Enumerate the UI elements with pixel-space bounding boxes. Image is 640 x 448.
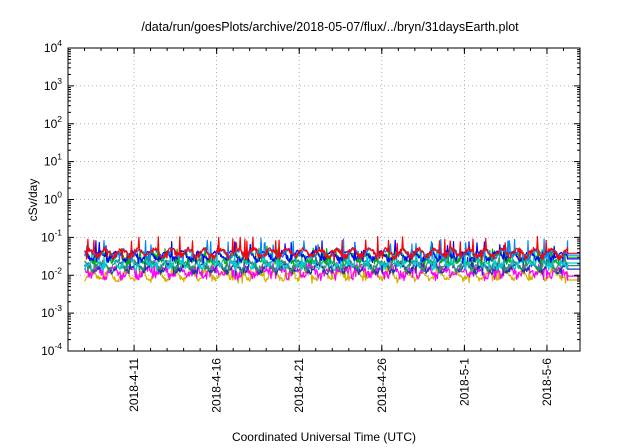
x-tick-label: 2018-4-21 <box>292 358 306 413</box>
x-axis-ticks: 2018-4-11 2018-4-16 2018-4-21 2018-4-26 2018… <box>84 48 564 413</box>
series-line <box>84 236 580 262</box>
x-tick-label: 2018-4-16 <box>210 358 224 413</box>
y-tick-label: 10-1 <box>41 227 62 244</box>
y-tick-label: 101 <box>44 152 62 169</box>
x-axis-label: Coordinated Universal Time (UTC) <box>232 430 416 444</box>
y-tick-label: 104 <box>44 38 62 55</box>
y-tick-label: 10-2 <box>41 265 62 282</box>
x-tick-label: 2018-4-26 <box>375 358 389 413</box>
y-tick-label: 10-3 <box>41 303 62 320</box>
y-axis-label: cSv/day <box>26 179 40 222</box>
y-tick-label: 102 <box>44 114 62 131</box>
chart-title: /data/run/goesPlots/archive/2018-05-07/f… <box>141 20 519 34</box>
y-tick-label: 103 <box>44 76 62 93</box>
x-tick-label: 2018-5-1 <box>457 358 471 406</box>
grid <box>68 48 580 351</box>
x-tick-label: 2018-4-11 <box>127 358 141 412</box>
series-lines <box>83 236 580 285</box>
y-tick-label: 100 <box>44 190 62 207</box>
series-line <box>83 256 580 277</box>
y-axis-ticks: 10-4 10-3 10-2 10-1 100 101 102 103 104 <box>41 38 580 358</box>
x-tick-label: 2018-5-6 <box>540 358 554 406</box>
y-tick-label: 10-4 <box>41 341 62 358</box>
